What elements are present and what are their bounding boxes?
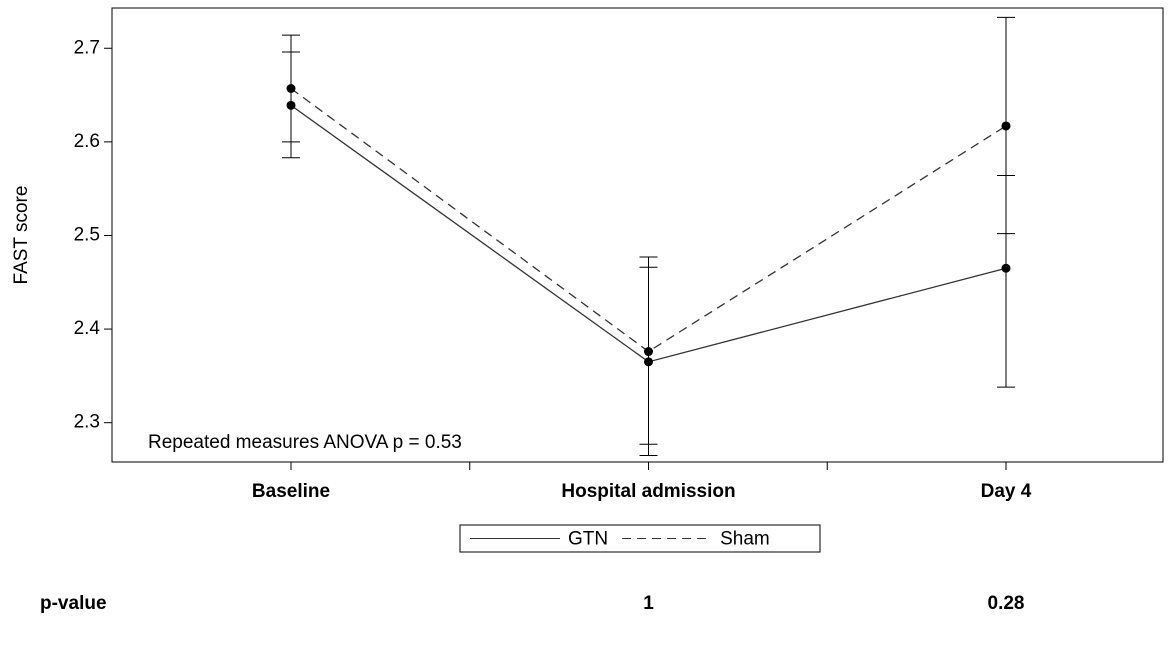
y-tick-label: 2.3	[74, 412, 100, 433]
y-tick-label: 2.6	[74, 131, 100, 152]
p-label: p-value	[40, 593, 107, 614]
y-tick-label: 2.4	[74, 318, 101, 339]
legend-label: GTN	[568, 529, 608, 550]
y-axis-title: FAST score	[11, 186, 32, 285]
plot-frame	[111, 7, 1164, 463]
point	[1001, 263, 1011, 273]
p-value: 1	[643, 593, 654, 614]
y-tick-label: 2.5	[74, 224, 100, 245]
annotation: Repeated measures ANOVA p = 0.53	[148, 432, 462, 453]
y-tick-label: 2.7	[74, 37, 100, 58]
x-tick-label: Day 4	[981, 481, 1032, 502]
x-tick-label: Hospital admission	[561, 481, 735, 502]
x-tick-label: Baseline	[252, 481, 330, 502]
point	[286, 84, 296, 94]
p-value: 0.28	[988, 593, 1025, 614]
point	[644, 347, 653, 357]
legend-label: Sham	[720, 529, 770, 550]
legend-box	[459, 524, 821, 553]
point	[1001, 121, 1011, 131]
